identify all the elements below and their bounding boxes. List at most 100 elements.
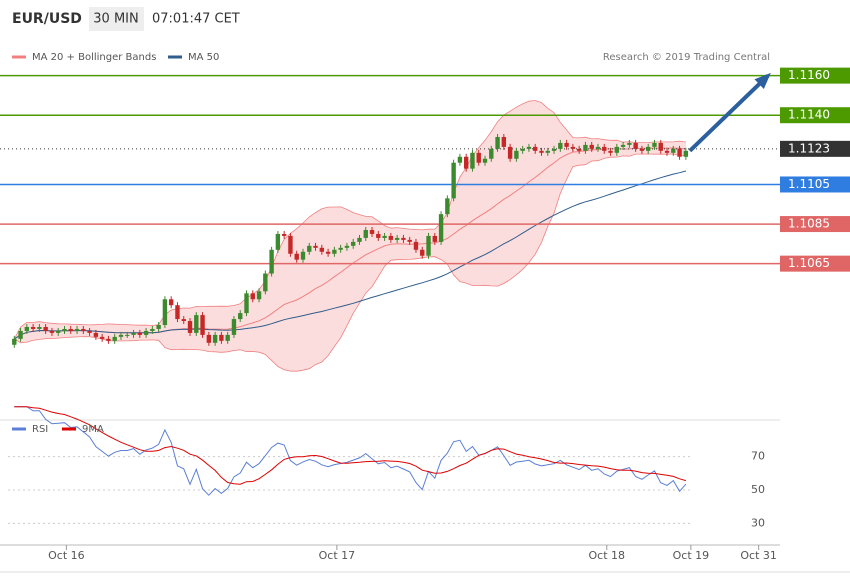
- candle-body: [576, 148, 582, 151]
- candle-body: [658, 142, 663, 151]
- candle-body: [608, 150, 613, 153]
- x-tick-label: Oct 16: [48, 549, 85, 562]
- level-label-box: [780, 140, 850, 157]
- candle-body: [451, 162, 456, 199]
- candle-body: [457, 156, 463, 163]
- rsi-ma-line: [14, 406, 687, 485]
- candle-body: [388, 235, 394, 240]
- candle-body: [56, 330, 61, 333]
- candle-body: [438, 214, 444, 242]
- candle-body: [288, 235, 293, 254]
- candle-body: [300, 251, 306, 260]
- legend-label: MA 20 + Bollinger Bands: [32, 52, 156, 63]
- candle-body: [470, 152, 475, 169]
- level-label: 1.1160: [788, 68, 830, 82]
- candle-body: [463, 156, 469, 169]
- candle-body: [37, 326, 42, 329]
- candle-body: [281, 233, 287, 236]
- candle-body: [62, 328, 67, 331]
- candle-body: [24, 326, 30, 331]
- candle-body: [137, 332, 143, 335]
- candle-body: [376, 233, 381, 238]
- candle-body: [620, 144, 626, 147]
- legend-label: RSI: [32, 424, 48, 435]
- clock: 07:01:47 CET: [152, 12, 240, 27]
- level-label: 1.1085: [788, 217, 830, 231]
- candle-body: [614, 146, 620, 153]
- level-label: 1.1140: [788, 108, 830, 122]
- candle-body: [545, 150, 550, 153]
- candle-body: [325, 251, 331, 254]
- candle-body: [413, 241, 419, 250]
- x-tick-label: Oct 19: [673, 549, 710, 562]
- candle-body: [74, 328, 80, 331]
- candle-body: [200, 315, 205, 335]
- level-label: 1.1065: [788, 256, 830, 270]
- candle-body: [219, 334, 224, 341]
- candle-body: [595, 146, 601, 149]
- candle-body: [432, 235, 437, 242]
- candle-body: [394, 237, 400, 240]
- candle-body: [99, 336, 105, 339]
- candle-body: [187, 321, 193, 333]
- candle-body: [683, 150, 689, 157]
- ma50-line: [14, 170, 687, 340]
- interval-box: [89, 7, 144, 31]
- rsi-tick-label: 30: [751, 516, 765, 529]
- interval: 30 MIN: [93, 12, 138, 27]
- candle-body: [275, 233, 281, 250]
- candle-body: [514, 150, 519, 159]
- candle-body: [206, 334, 212, 343]
- x-tick-label: Oct 17: [319, 549, 356, 562]
- candle-body: [357, 237, 362, 242]
- candle-body: [445, 198, 450, 215]
- level-label-box: [780, 176, 850, 193]
- candle-body: [143, 330, 149, 335]
- candle-body: [539, 150, 544, 153]
- candle-body: [639, 148, 645, 151]
- candle-body: [238, 313, 243, 320]
- candle-body: [382, 235, 387, 238]
- level-label-box: [780, 216, 850, 233]
- candle-body: [181, 319, 186, 322]
- candle-body: [269, 249, 274, 274]
- candle-body: [570, 146, 576, 149]
- candle-body: [677, 148, 682, 157]
- level-label-box: [780, 107, 850, 124]
- candle-body: [583, 144, 588, 151]
- candle-body: [332, 249, 337, 254]
- candle-body: [533, 146, 538, 151]
- candle-body: [602, 146, 607, 151]
- forecast-arrow: [688, 74, 770, 153]
- candle-body: [526, 146, 532, 149]
- candle-body: [194, 315, 199, 333]
- candle-body: [162, 299, 168, 325]
- candle-body: [250, 293, 255, 300]
- level-label: 1.1123: [788, 141, 830, 155]
- candle-body: [294, 253, 299, 260]
- candle-body: [645, 146, 651, 151]
- legend-label: MA 50: [188, 52, 219, 63]
- candle-body: [168, 299, 174, 306]
- candle-body: [338, 247, 343, 250]
- candle-body: [87, 330, 92, 333]
- candle-body: [231, 319, 237, 335]
- candle-body: [12, 338, 17, 345]
- candle-body: [307, 245, 312, 252]
- symbol: EUR/USD: [12, 11, 82, 27]
- x-tick-label: Oct 31: [740, 549, 777, 562]
- candle-body: [351, 241, 356, 246]
- candle-body: [244, 293, 249, 314]
- candle-body: [93, 332, 99, 337]
- candle-body: [49, 330, 55, 333]
- level-label-box: [780, 255, 850, 272]
- candle-body: [131, 332, 136, 335]
- forecast-arrow-head: [754, 72, 771, 89]
- candle-body: [225, 334, 230, 341]
- rsi-line: [14, 406, 687, 496]
- bollinger-upper: [13, 100, 686, 340]
- level-label: 1.1105: [788, 177, 830, 191]
- candle-body: [482, 158, 488, 163]
